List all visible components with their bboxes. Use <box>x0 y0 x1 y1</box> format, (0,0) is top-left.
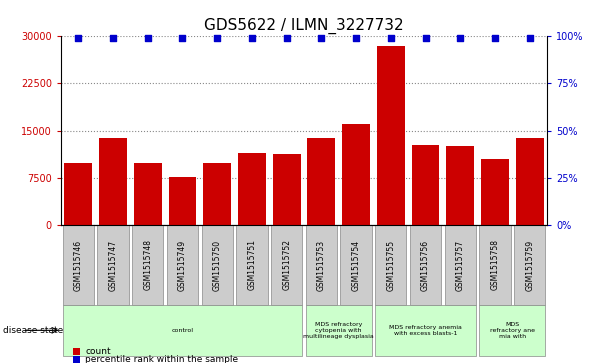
Text: GSM1515754: GSM1515754 <box>351 240 361 290</box>
Bar <box>444 225 476 305</box>
Bar <box>238 153 266 225</box>
Point <box>421 35 430 41</box>
Bar <box>306 225 337 305</box>
Text: GSM1515747: GSM1515747 <box>108 240 117 290</box>
Bar <box>203 163 231 225</box>
Point <box>351 35 361 41</box>
Text: percentile rank within the sample: percentile rank within the sample <box>85 355 238 363</box>
Bar <box>514 225 545 305</box>
Text: GSM1515756: GSM1515756 <box>421 240 430 290</box>
Text: GSM1515748: GSM1515748 <box>143 240 152 290</box>
Text: GSM1515751: GSM1515751 <box>247 240 257 290</box>
Bar <box>97 225 128 305</box>
Point <box>455 35 465 41</box>
Point <box>108 35 118 41</box>
Text: MDS refractory
cytopenia with
multilineage dysplasia: MDS refractory cytopenia with multilinea… <box>303 322 374 339</box>
Point <box>178 35 187 41</box>
Bar <box>446 146 474 225</box>
Bar <box>412 144 440 225</box>
Bar <box>342 125 370 225</box>
Text: GSM1515755: GSM1515755 <box>386 240 395 290</box>
Bar <box>375 225 407 305</box>
Text: count: count <box>85 347 111 356</box>
Text: GSM1515758: GSM1515758 <box>491 240 500 290</box>
Bar <box>306 305 371 356</box>
Text: disease state: disease state <box>3 326 63 335</box>
Bar <box>480 305 545 356</box>
Bar <box>273 154 300 225</box>
Bar <box>308 138 335 225</box>
Text: GSM1515752: GSM1515752 <box>282 240 291 290</box>
Text: control: control <box>171 328 193 333</box>
Bar <box>340 225 371 305</box>
Bar <box>63 225 94 305</box>
Bar <box>237 225 268 305</box>
Text: GSM1515746: GSM1515746 <box>74 240 83 290</box>
Bar <box>99 138 127 225</box>
Bar <box>63 305 302 356</box>
Bar <box>481 159 509 225</box>
Point <box>74 35 83 41</box>
Point <box>143 35 153 41</box>
Bar <box>132 225 164 305</box>
Bar <box>167 225 198 305</box>
Text: GSM1515753: GSM1515753 <box>317 240 326 290</box>
Bar <box>271 225 302 305</box>
Title: GDS5622 / ILMN_3227732: GDS5622 / ILMN_3227732 <box>204 17 404 33</box>
Bar <box>168 177 196 225</box>
Text: GSM1515749: GSM1515749 <box>178 240 187 290</box>
Point <box>525 35 534 41</box>
Point <box>282 35 291 41</box>
Text: MDS refractory anemia
with excess blasts-1: MDS refractory anemia with excess blasts… <box>389 325 462 336</box>
Bar <box>375 305 476 356</box>
Bar <box>516 138 544 225</box>
Text: GSM1515759: GSM1515759 <box>525 240 534 290</box>
Bar <box>201 225 233 305</box>
Text: GSM1515757: GSM1515757 <box>456 240 465 290</box>
Bar <box>134 163 162 225</box>
Point <box>490 35 500 41</box>
Bar <box>410 225 441 305</box>
Text: GSM1515750: GSM1515750 <box>213 240 222 290</box>
Point <box>247 35 257 41</box>
Point <box>386 35 396 41</box>
Bar <box>64 163 92 225</box>
Text: MDS
refractory ane
mia with: MDS refractory ane mia with <box>490 322 535 339</box>
Bar <box>480 225 511 305</box>
Point <box>317 35 326 41</box>
Bar <box>377 46 405 225</box>
Point <box>212 35 222 41</box>
